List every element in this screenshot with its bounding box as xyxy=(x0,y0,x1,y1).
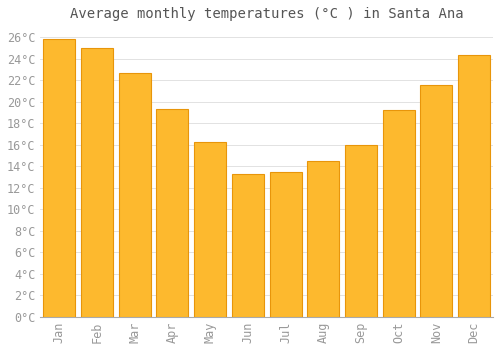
Bar xyxy=(194,142,226,317)
Bar xyxy=(81,48,113,317)
Bar xyxy=(118,72,150,317)
Bar xyxy=(382,110,415,317)
Bar xyxy=(420,85,452,317)
Bar xyxy=(232,174,264,317)
Bar xyxy=(43,39,75,317)
Bar xyxy=(270,172,302,317)
Title: Average monthly temperatures (°C ) in Santa Ana: Average monthly temperatures (°C ) in Sa… xyxy=(70,7,464,21)
Bar xyxy=(345,145,377,317)
Bar xyxy=(458,55,490,317)
Bar xyxy=(307,161,340,317)
Bar xyxy=(156,109,188,317)
